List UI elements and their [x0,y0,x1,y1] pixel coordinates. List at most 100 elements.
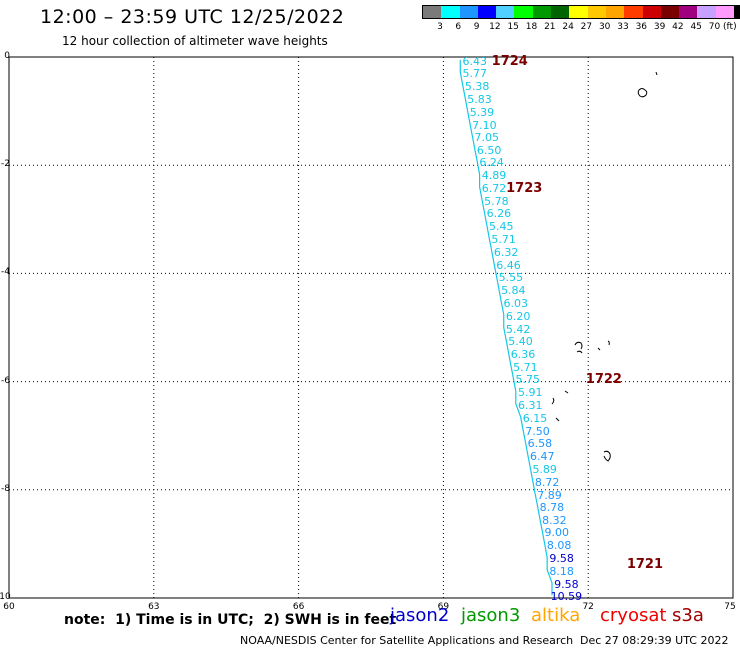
latitude-tick-label: 0 [4,51,10,61]
wave-height-label: 6.47 [530,450,555,464]
longitude-tick-label: 66 [292,602,305,612]
colorbar-tick-label: 39 [653,22,666,32]
wave-height-label: 10.59 [550,590,583,604]
colorbar-tick-label: 42 [672,22,684,32]
island-small-1 [655,71,658,76]
wave-height-label: 7.50 [525,424,550,438]
colorbar-swatch [496,6,515,18]
wave-height-label: 5.84 [501,284,526,298]
wave-height-label: 6.46 [496,258,521,272]
colorbar-swatch [441,6,460,18]
wave-height-label: 6.72 [481,181,507,195]
pass-number-label: 1724 [491,53,528,69]
wave-height-label: 5.42 [505,322,531,336]
colorbar-tick-label: 21 [544,22,556,32]
colorbar-swatch [642,6,661,18]
colorbar-swatch [605,6,625,18]
wave-height-label: 4.89 [481,169,507,183]
island-small-2 [597,340,610,351]
longitude-tick-label: 60 [3,602,15,612]
colorbar-tick-label: 27 [580,22,593,32]
colorbar-swatch [423,6,442,18]
island-group-1 [637,88,648,98]
mission-legend-jason3: jason3 [461,605,521,626]
wave-height-label: 8.32 [542,514,567,527]
wave-height-label: 9.00 [544,526,570,540]
wave-height-label: 6.43 [462,54,487,68]
wave-height-label: 5.83 [467,92,492,106]
colorbar-tick-label: 9 [473,22,480,32]
colorbar-swatch [532,6,552,18]
wave-height-label: 9.58 [549,552,574,566]
wave-height-label: 8.72 [534,475,560,489]
wave-height-label: 6.20 [505,309,531,323]
colorbar-tick-label: 6 [455,22,462,32]
wave-height-label: 7.89 [537,488,562,502]
coastline-islands [551,71,658,462]
wave-height-label: 6.26 [486,207,512,221]
wave-height-label: 6.31 [517,398,543,412]
wave-height-label: 8.18 [549,564,574,578]
wave-height-colorbar [422,5,740,19]
latitude-tick-label: -4 [1,267,10,278]
lat-lon-grid [9,57,733,598]
longitude-tick-label: 69 [437,602,450,612]
wave-height-label: 7.05 [474,130,500,144]
wave-height-label: 5.91 [517,386,543,400]
wave-height-label: 6.24 [479,156,504,170]
wave-height-label: 5.77 [462,67,487,81]
map-frame [8,56,734,599]
island-group-2 [574,341,583,354]
colorbar-tick-label: 45 [690,22,702,32]
wave-height-label: 5.75 [515,373,541,387]
wave-height-label: 6.36 [510,347,536,361]
wave-height-label: 5.78 [484,194,509,208]
colorbar-swatch [660,6,680,18]
colorbar-tick-label: 33 [617,22,629,32]
wave-height-label: 7.10 [472,118,497,132]
colorbar-tick-label: 70 [708,22,721,32]
mission-legend-cryosat: cryosat [600,605,667,626]
colorbar-tick-label: 30 [598,22,611,32]
latitude-tick-label: -6 [1,375,10,386]
colorbar-tick-label: 12 [489,22,501,32]
latitude-tick-label: -2 [1,159,10,170]
wave-height-label: 5.40 [508,334,533,348]
pass-number-label: 1723 [506,180,543,196]
map-title: 12:00 – 23:59 UTC 12/25/2022 [40,6,345,28]
credit-line: NOAA/NESDIS Center for Satellite Applica… [240,634,574,647]
island-group-3 [551,390,569,422]
wave-height-label: 8.78 [539,501,565,515]
wave-height-label: 8.08 [546,539,572,553]
wave-height-label: 5.89 [532,462,557,476]
mission-legend-s3a: s3a [672,605,704,626]
longitude-tick-label: 63 [148,602,160,612]
satellite-ground-track [459,59,553,596]
wave-height-label: 5.71 [513,360,538,374]
longitude-tick-label: 72 [582,602,594,612]
colorbar-tick-label: 3 [437,22,443,32]
colorbar-swatch [715,6,735,18]
mission-legend-jason2: jason2 [390,605,450,626]
latitude-tick-label: -10 [0,592,11,602]
wave-height-label: 9.58 [554,577,579,591]
island-group-4 [603,450,611,462]
wave-height-label: 5.45 [489,220,514,234]
colorbar-swatch [587,6,606,18]
wave-height-label: 6.03 [503,297,528,311]
generated-timestamp: Dec 27 08:29:39 UTC 2022 [580,634,729,647]
pass-number-label: 1722 [585,372,622,388]
colorbar-tick-label: 15 [507,22,519,32]
longitude-tick-label: 75 [724,602,736,612]
colorbar-swatch [569,6,588,18]
wave-height-label: 6.15 [522,411,548,425]
colorbar-swatch [477,6,497,18]
colorbar-tick-label: 18 [525,22,538,32]
latitude-tick-label: -8 [1,483,10,494]
colorbar-swatch [697,6,716,18]
colorbar-tick-label: 24 [562,22,574,32]
wave-height-label: 5.71 [491,233,516,247]
pass-number-label: 1721 [626,556,663,572]
map-subtitle: 12 hour collection of altimeter wave hei… [62,34,328,48]
units-note: note: 1) Time is in UTC; 2) SWH is in fe… [64,612,397,628]
